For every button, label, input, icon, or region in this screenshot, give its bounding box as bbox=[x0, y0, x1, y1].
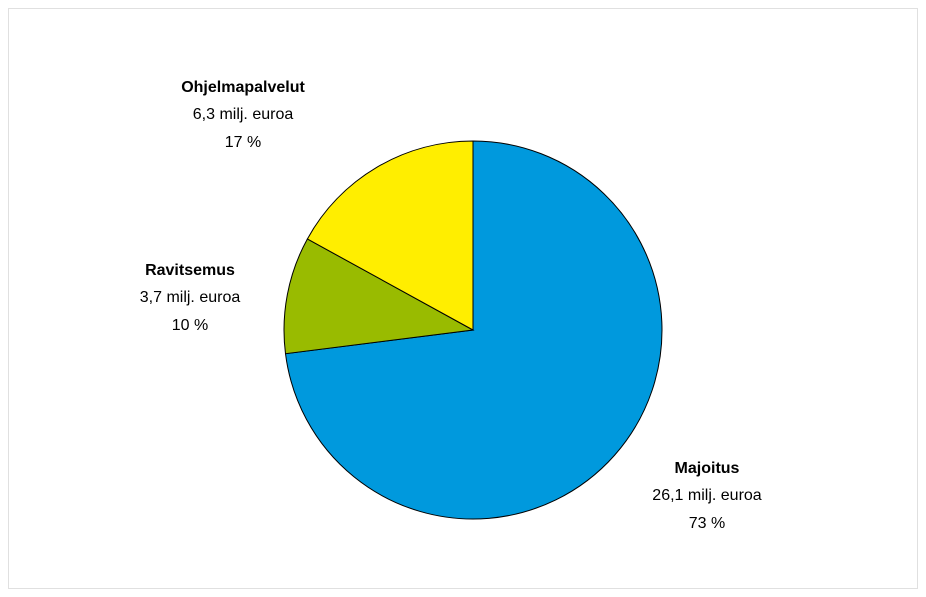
value-label: 10 % bbox=[172, 317, 208, 334]
pie-slice bbox=[283, 238, 475, 355]
amount-label: 26,1 milj. euroa bbox=[652, 487, 761, 504]
pie-slice bbox=[306, 140, 474, 331]
value-label: 73 % bbox=[689, 515, 725, 532]
slice-label: Majoitus bbox=[675, 460, 740, 477]
amount-label: 3,7 milj. euroa bbox=[140, 289, 241, 306]
slice-label: Ohjelmapalvelut bbox=[181, 79, 305, 96]
value-label: 17 % bbox=[225, 134, 261, 151]
slice-label: Ravitsemus bbox=[145, 262, 235, 279]
amount-label: 6,3 milj. euroa bbox=[193, 106, 294, 123]
